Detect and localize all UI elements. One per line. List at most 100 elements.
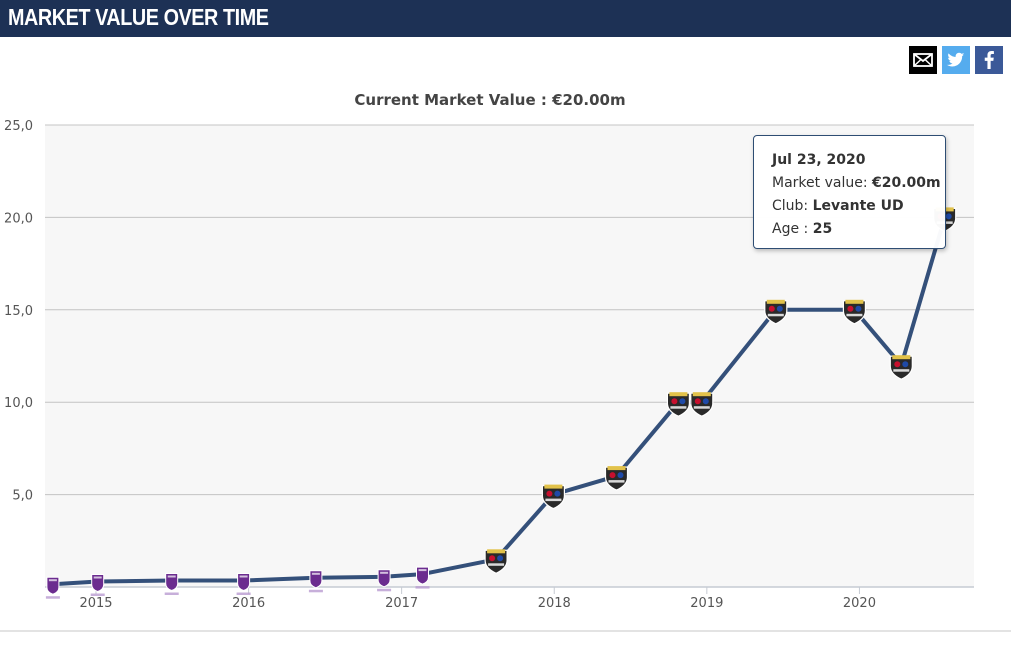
data-point[interactable]: [484, 549, 508, 574]
crest-detail-icon: [489, 555, 496, 562]
y-tick-label: 15,0: [4, 304, 33, 319]
club-crest-icon: [165, 573, 179, 592]
y-tick-label: 25,0: [4, 119, 33, 134]
crest-band-icon: [893, 369, 910, 372]
data-point[interactable]: [415, 566, 430, 589]
x-tick-label: 2016: [232, 596, 265, 611]
crest-text-icon: [164, 592, 179, 595]
crest-band-icon: [608, 480, 625, 483]
y-tick-label: 10,0: [4, 396, 33, 411]
crest-text-icon: [308, 589, 323, 593]
crest-detail-icon: [902, 361, 909, 368]
crest-band-icon: [846, 313, 863, 317]
crest-crown-icon: [487, 549, 506, 554]
x-tick-label: 2019: [690, 596, 723, 611]
share-email-button[interactable]: [909, 46, 937, 74]
facebook-f-icon: [984, 51, 994, 69]
crest-detail-icon: [546, 490, 553, 497]
crest-crown-icon: [544, 484, 563, 489]
data-point[interactable]: [377, 569, 392, 592]
data-point[interactable]: [45, 576, 60, 599]
crest-detail-icon: [945, 213, 952, 220]
data-point[interactable]: [842, 299, 867, 325]
crest-detail-icon: [671, 398, 678, 405]
tooltip-club: Club: Levante UD: [772, 195, 945, 218]
tooltip-age-label: Age :: [772, 221, 809, 237]
tooltip-club-label: Club:: [772, 198, 809, 214]
market-value-line: [50, 215, 947, 587]
crest-text-icon: [377, 588, 392, 592]
tooltip-market-value: Market value: €20.00m: [772, 172, 945, 195]
crest-detail-icon: [694, 398, 701, 405]
crest-detail-icon: [239, 575, 248, 578]
section-header: MARKET VALUE OVER TIME: [0, 0, 1011, 37]
data-point[interactable]: [308, 570, 323, 593]
crest-crown-icon: [607, 466, 626, 471]
data-point[interactable]: [164, 573, 179, 596]
crest-text-icon: [45, 596, 60, 599]
tooltip-date: Jul 23, 2020: [772, 152, 866, 168]
envelope-icon: [913, 53, 933, 67]
x-tick-label: 2018: [538, 596, 571, 611]
y-tick-label: 20,0: [4, 211, 33, 226]
crest-detail-icon: [418, 569, 427, 572]
tooltip-age-value: 25: [812, 221, 833, 237]
x-tick-label: 2020: [843, 596, 876, 611]
tooltip-market-value-label: Market value:: [772, 175, 868, 191]
data-point[interactable]: [889, 355, 913, 380]
crest-text-icon: [415, 586, 430, 589]
twitter-bird-icon: [947, 52, 965, 67]
crest-band-icon: [693, 406, 710, 409]
crest-detail-icon: [167, 575, 176, 578]
crest-detail-icon: [497, 555, 504, 562]
y-tick-label: 5,0: [12, 489, 33, 504]
data-point[interactable]: [690, 392, 714, 417]
club-crest-icon: [46, 576, 60, 595]
share-twitter-button[interactable]: [942, 46, 970, 74]
crest-detail-icon: [311, 572, 320, 575]
x-tick-label: 2017: [385, 596, 418, 611]
crest-band-icon: [488, 563, 505, 566]
crest-detail-icon: [894, 361, 901, 368]
crest-detail-icon: [380, 571, 389, 574]
crest-detail-icon: [776, 305, 783, 312]
crest-detail-icon: [617, 472, 624, 479]
bottom-divider: [0, 630, 1011, 632]
crest-detail-icon: [847, 305, 854, 312]
crest-crown-icon: [669, 392, 688, 397]
crest-detail-icon: [702, 398, 709, 405]
section-title: MARKET VALUE OVER TIME: [8, 4, 269, 30]
chart-title: Current Market Value : €20.00m: [354, 91, 625, 109]
crest-detail-icon: [855, 305, 862, 312]
crest-detail-icon: [609, 472, 616, 479]
crest-band-icon: [545, 498, 562, 502]
crest-detail-icon: [768, 305, 775, 312]
club-crest-icon: [91, 574, 105, 593]
data-point[interactable]: [541, 484, 566, 510]
crest-detail-icon: [93, 576, 102, 579]
crest-detail-icon: [679, 398, 686, 405]
club-crest-icon: [309, 570, 323, 589]
tooltip-market-value-value: €20.00m: [872, 175, 941, 191]
crest-detail-icon: [48, 579, 57, 582]
crest-crown-icon: [766, 299, 785, 304]
crest-crown-icon: [892, 355, 911, 360]
x-tick-label: 2015: [79, 596, 112, 611]
crest-text-icon: [90, 593, 105, 596]
crest-crown-icon: [845, 299, 864, 304]
club-crest-icon: [237, 573, 251, 592]
club-crest-icon: [377, 569, 391, 588]
crest-band-icon: [767, 313, 784, 317]
crest-crown-icon: [692, 392, 711, 397]
crest-text-icon: [236, 592, 251, 595]
crest-band-icon: [670, 406, 687, 409]
data-point[interactable]: [236, 573, 251, 596]
data-point[interactable]: [666, 392, 691, 417]
data-point[interactable]: [90, 574, 105, 597]
data-point[interactable]: [604, 466, 629, 491]
data-point[interactable]: [764, 299, 788, 325]
share-facebook-button[interactable]: [975, 46, 1003, 74]
tooltip-age: Age : 25: [772, 218, 945, 241]
chart-tooltip: Jul 23, 2020 Market value: €20.00m Club:…: [753, 135, 946, 249]
